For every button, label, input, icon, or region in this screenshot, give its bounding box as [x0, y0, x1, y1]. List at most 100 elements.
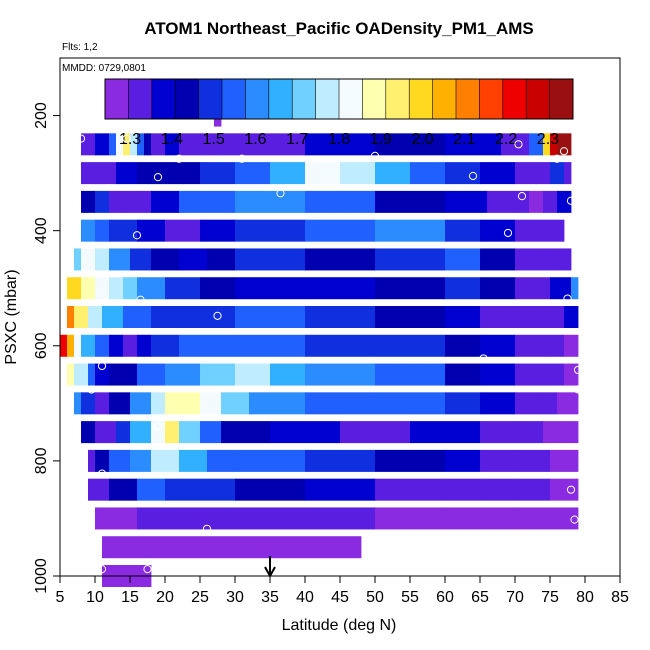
heatmap-cell — [81, 421, 96, 444]
heatmap-cell — [200, 162, 236, 185]
heatmap-cell — [480, 421, 516, 444]
heatmap-cell — [410, 421, 481, 444]
heatmap-cell — [375, 277, 446, 300]
heatmap-cell — [305, 392, 376, 415]
heatmap-cell — [95, 190, 110, 213]
heatmap-cell — [487, 190, 516, 213]
heatmap-cell — [480, 363, 516, 386]
data-point — [174, 154, 184, 163]
heatmap-cell — [340, 421, 411, 444]
heatmap-cell — [95, 478, 110, 501]
x-tick-label: 15 — [121, 589, 139, 606]
heatmap-cell — [270, 162, 306, 185]
x-tick-label: 5 — [56, 589, 65, 606]
data-point — [566, 196, 576, 205]
heatmap-cell — [445, 133, 502, 156]
heatmap-cell — [130, 248, 152, 271]
heatmap-cell — [74, 363, 89, 386]
heatmap-cell — [200, 363, 236, 386]
heatmap-cell — [207, 449, 236, 472]
heatmap-cell — [305, 507, 376, 530]
colorbar-tick-label: 1.4 — [161, 131, 183, 148]
heatmap-cell — [515, 449, 551, 472]
colorbar-tick-label: 2.1 — [453, 131, 475, 148]
data-point — [559, 147, 569, 156]
x-tick-label: 50 — [366, 589, 384, 606]
x-tick-label: 10 — [86, 589, 104, 606]
heatmap-cell — [515, 277, 551, 300]
data-point — [132, 231, 142, 240]
heatmap-cell — [200, 421, 222, 444]
x-axis: 5 10 15 20 25 30 35 40 45 50 55 60 65 70 75 80 85 — [56, 576, 629, 606]
heatmap-cell — [95, 219, 110, 242]
colorbar-segment — [151, 79, 176, 119]
colorbar-segment — [549, 79, 574, 119]
data-point — [213, 311, 222, 320]
heatmap-cell — [123, 277, 138, 300]
heatmap-cell — [564, 334, 579, 357]
colorbar-segment — [432, 79, 457, 119]
heatmap-cell — [445, 334, 481, 357]
heatmap-cell — [95, 449, 110, 472]
heatmap-cell — [543, 248, 572, 271]
x-tick-label: 20 — [156, 589, 174, 606]
heatmap-cell — [235, 507, 306, 530]
x-tick-label: 35 — [261, 589, 279, 606]
heatmap-cell — [81, 277, 96, 300]
heatmap-cell — [137, 363, 166, 386]
heatmap-cell — [116, 133, 124, 156]
heatmap-cell — [235, 306, 306, 328]
heatmap-cell — [109, 449, 131, 472]
heatmap-cell — [235, 277, 306, 300]
colorbar-segment — [362, 79, 387, 119]
colorbar-segment — [222, 79, 246, 119]
data-point — [122, 134, 131, 143]
heatmap-cell — [515, 162, 537, 185]
heatmap-cell — [74, 306, 89, 328]
heatmap-cell — [67, 277, 82, 300]
dates-note: MMDD: 0729,0801 — [62, 63, 146, 74]
heatmap-cell — [165, 219, 201, 242]
heatmap-cell — [340, 162, 376, 185]
heatmap-cell — [550, 133, 558, 156]
heatmap-cell — [81, 248, 96, 271]
heatmap-cell — [515, 478, 551, 501]
heatmap-cell — [480, 392, 516, 415]
heatmap-cell — [235, 162, 271, 185]
heatmap-cell — [515, 334, 551, 357]
heatmap-cell — [515, 190, 530, 213]
heatmap-cell — [221, 421, 271, 444]
heatmap-cell — [137, 507, 152, 530]
heatmap-cell — [123, 133, 131, 156]
heatmap-cell — [445, 306, 481, 328]
heatmap-cell — [543, 306, 565, 328]
heatmap-cell — [200, 219, 236, 242]
y-axis-label: PSXC (mbar) — [3, 269, 20, 364]
heatmap-cell — [179, 449, 208, 472]
heatmap-cell — [130, 392, 152, 415]
heatmap-cell — [137, 219, 166, 242]
heatmap-cell — [235, 478, 306, 501]
heatmap-cell — [515, 507, 579, 530]
y-tick-label: 800 — [33, 447, 50, 474]
heatmap-cell — [235, 219, 306, 242]
heatmap-cell — [151, 334, 180, 357]
y-tick-label: 600 — [33, 332, 50, 359]
heatmap-cell — [151, 449, 180, 472]
heatmap-cell — [102, 306, 124, 328]
heatmap-cell — [151, 190, 180, 213]
heatmap-cell — [95, 334, 110, 357]
data-point — [479, 354, 488, 363]
heatmap-cell — [536, 162, 551, 185]
heatmap-cell — [445, 162, 481, 185]
heatmap-cell — [95, 392, 110, 415]
heatmap-cell — [179, 507, 236, 530]
data-point — [370, 151, 380, 160]
data-point — [552, 154, 562, 163]
heatmap-cell — [151, 133, 166, 156]
heatmap-cell — [123, 334, 138, 357]
heatmap-cell — [550, 478, 579, 501]
heatmap-cell — [81, 162, 96, 185]
colorbar: 1.3 1.4 1.5 1.6 1.7 1.8 1.9 2.0 2.1 2.2 2.3 — [104, 78, 574, 148]
heatmap-cell — [375, 507, 446, 530]
